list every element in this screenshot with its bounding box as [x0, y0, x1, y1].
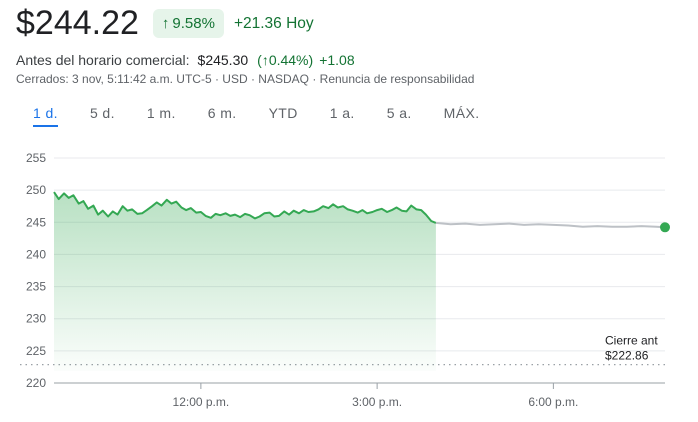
tab-1d[interactable]: 1 d. — [33, 104, 58, 127]
x-tick-label: 3:00 p.m. — [352, 395, 402, 409]
market-status: Cerrados: 3 nov, 5:11:42 a.m. UTC-5 · US… — [16, 72, 474, 86]
current-price: $244.22 — [16, 4, 139, 42]
y-tick-label: 235 — [26, 280, 46, 294]
price-header: $244.22 ↑ 9.58% +21.36 Hoy — [16, 4, 314, 43]
y-tick-label: 220 — [26, 376, 46, 390]
premarket-change-absolute: +1.08 — [319, 52, 355, 68]
x-tick-label: 6:00 p.m. — [528, 395, 578, 409]
current-price-dot — [660, 222, 670, 233]
regular-session-line — [53, 191, 437, 224]
market-status-text: Cerrados: 3 nov, 5:11:42 a.m. UTC-5 · US… — [16, 72, 320, 86]
tab-5y[interactable]: 5 a. — [386, 105, 412, 121]
after-hours-line — [435, 221, 666, 229]
previous-close-label: Cierre ant$222.86 — [605, 334, 658, 363]
premarket-row: Antes del horario comercial: $245.30 (↑0… — [16, 52, 355, 68]
y-tick-label: 230 — [26, 312, 46, 326]
tab-6m[interactable]: 6 m. — [207, 105, 237, 121]
x-tick-label: 12:00 p.m. — [173, 395, 230, 409]
price-chart[interactable]: 255 250 245 240 235 230 225 220 Cierre ant$222.8… — [0, 140, 698, 422]
tab-1m[interactable]: 1 m. — [146, 105, 176, 121]
disclaimer-link[interactable]: Renuncia de responsabilidad — [319, 72, 475, 86]
premarket-price: $245.30 — [197, 52, 249, 68]
tab-ytd[interactable]: YTD — [268, 105, 298, 121]
change-percent-badge: ↑ 9.58% — [152, 9, 224, 38]
y-tick-label: 245 — [26, 215, 46, 229]
arrow-up-icon: ↑ — [261, 52, 269, 68]
y-tick-label: 250 — [26, 183, 46, 197]
chart-labels: 255 250 245 240 235 230 225 220 Cierre ant$222.8… — [26, 151, 658, 409]
y-tick-label: 240 — [26, 247, 46, 261]
chart-lines — [53, 191, 670, 233]
chart-area — [54, 192, 436, 371]
y-tick-label: 255 — [26, 151, 46, 165]
previous-close-label-line2: $222.86 — [605, 349, 649, 363]
premarket-change-percent-value: 0.44% — [268, 52, 309, 68]
change-percent: 9.58% — [172, 15, 215, 32]
tab-5d[interactable]: 5 d. — [89, 105, 115, 121]
tab-max[interactable]: MÁX. — [443, 105, 480, 121]
y-tick-label: 225 — [26, 344, 46, 358]
premarket-label: Antes del horario comercial: — [16, 52, 190, 68]
change-absolute: +21.36 Hoy — [233, 14, 314, 32]
regular-session-area — [54, 192, 436, 371]
range-tabs: 1 d. 5 d. 1 m. 6 m. YTD 1 a. 5 a. MÁX. — [16, 104, 480, 127]
tab-1y[interactable]: 1 a. — [329, 105, 355, 121]
premarket-change-percent: (↑0.44%) — [257, 52, 314, 68]
arrow-up-icon: ↑ — [161, 15, 170, 32]
previous-close-label-line1: Cierre ant — [605, 334, 658, 348]
